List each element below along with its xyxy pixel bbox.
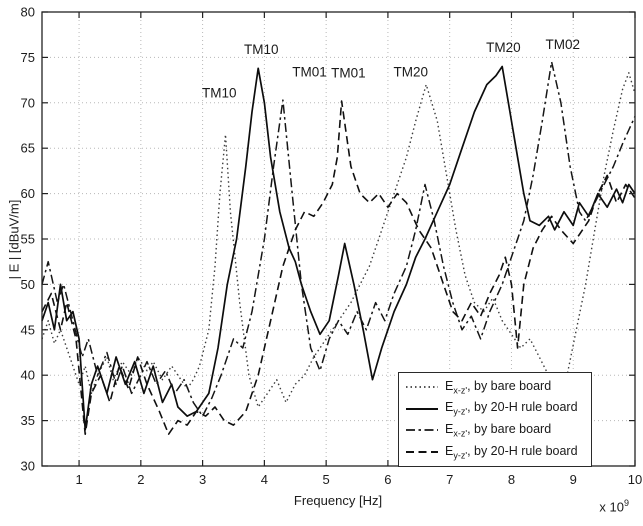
- x-tick-label: 7: [446, 472, 453, 487]
- legend-label-symbol: E: [445, 400, 454, 415]
- peak-annotation: TM01: [331, 65, 366, 80]
- legend-label-symbol: E: [445, 422, 454, 437]
- legend-label-description: , by 20-H rule board: [467, 400, 578, 415]
- legend-line-sample-dashed: [406, 451, 438, 454]
- legend-item: Ex-z', by bare board: [405, 420, 585, 442]
- legend-label-description: , by bare board: [467, 422, 552, 437]
- legend-label: Ey-z', by 20-H rule board: [445, 400, 578, 417]
- y-tick-label: 80: [21, 5, 35, 20]
- legend-label-description: , by bare board: [467, 378, 552, 393]
- y-tick-label: 40: [21, 368, 35, 383]
- x-axis-multiplier: x 109: [599, 498, 629, 514]
- y-tick-label: 35: [21, 413, 35, 428]
- series-line-dashdot: [41, 61, 636, 417]
- legend-line-sample-solid: [406, 407, 438, 410]
- x-axis-multiplier-exponent: 9: [623, 498, 629, 508]
- y-tick-label: 30: [21, 459, 35, 474]
- legend-item: Ey-z', by 20-H rule board: [405, 441, 585, 463]
- x-axis-label: Frequency [Hz]: [293, 493, 383, 508]
- x-tick-label: 2: [137, 472, 144, 487]
- peak-annotation: TM10: [244, 42, 279, 57]
- y-tick-label: 70: [21, 95, 35, 110]
- y-tick-label: 75: [21, 50, 35, 65]
- y-tick-label: 65: [21, 141, 35, 156]
- y-tick-label: 45: [21, 322, 35, 337]
- series-line-dashed: [41, 100, 636, 435]
- legend-item: Ex-z', by bare board: [405, 376, 585, 398]
- peak-annotation: TM10: [202, 85, 237, 100]
- x-tick-label: 8: [508, 472, 515, 487]
- series-line-dotted: [41, 72, 636, 408]
- peak-annotation: TM20: [486, 40, 521, 55]
- peak-annotation: TM02: [545, 37, 580, 52]
- x-tick-label: 6: [384, 472, 391, 487]
- y-tick-label: 60: [21, 186, 35, 201]
- x-tick-label: 5: [323, 472, 330, 487]
- x-tick-label: 3: [199, 472, 206, 487]
- legend-label: Ex-z', by bare board: [445, 379, 551, 396]
- peak-annotation: TM20: [394, 64, 429, 79]
- legend-item: Ey-z', by 20-H rule board: [405, 398, 585, 420]
- legend-line-sample-dashdot: [406, 429, 438, 432]
- peak-annotation: TM01: [292, 64, 327, 79]
- legend-label-subscript: x-z': [453, 428, 468, 439]
- x-tick-label: 1: [75, 472, 82, 487]
- legend-label: Ex-z', by bare board: [445, 422, 551, 439]
- x-tick-label: 9: [570, 472, 577, 487]
- y-axis-label: | E | [dBuV/m]: [6, 199, 22, 280]
- y-tick-label: 55: [21, 232, 35, 247]
- legend-label-subscript: y-z': [453, 406, 468, 417]
- x-axis-multiplier-base: x 10: [599, 499, 624, 515]
- legend-line-sample-dotted: [406, 386, 438, 388]
- legend-label-subscript: x-z': [453, 385, 468, 396]
- legend-label-symbol: E: [445, 443, 454, 458]
- legend-label-symbol: E: [445, 378, 454, 393]
- y-tick-label: 50: [21, 277, 35, 292]
- legend-box: Ex-z', by bare board Ey-z', by 20-H rule …: [398, 372, 592, 467]
- legend-label: Ey-z', by 20-H rule board: [445, 444, 578, 461]
- x-tick-label: 4: [261, 472, 268, 487]
- legend-label-description: , by 20-H rule board: [467, 443, 578, 458]
- legend-label-subscript: y-z': [453, 450, 468, 461]
- x-tick-label: 10: [628, 472, 642, 487]
